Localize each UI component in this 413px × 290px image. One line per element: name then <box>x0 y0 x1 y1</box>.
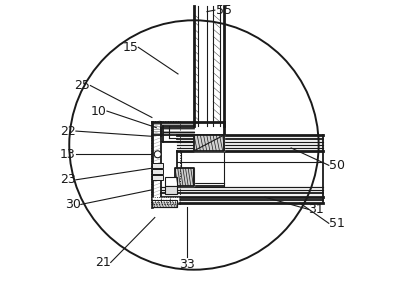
Text: 10: 10 <box>91 105 107 117</box>
Polygon shape <box>193 135 224 151</box>
Bar <box>151 121 179 204</box>
Text: 22: 22 <box>60 125 76 137</box>
Text: 21: 21 <box>95 256 110 269</box>
Bar <box>170 197 179 202</box>
Text: 25: 25 <box>74 79 90 92</box>
Bar <box>152 197 160 202</box>
Text: 51: 51 <box>328 217 344 230</box>
Polygon shape <box>175 168 193 186</box>
Polygon shape <box>152 200 176 207</box>
Text: 13: 13 <box>60 148 76 161</box>
Circle shape <box>154 151 161 158</box>
Bar <box>152 163 163 168</box>
Text: 33: 33 <box>178 258 194 271</box>
Text: 31: 31 <box>308 203 323 216</box>
Bar <box>164 177 176 186</box>
Bar <box>164 186 176 194</box>
Bar <box>152 175 163 180</box>
Bar <box>161 197 169 202</box>
Text: 15: 15 <box>122 41 138 54</box>
Text: 30: 30 <box>65 198 81 211</box>
Text: 23: 23 <box>60 173 76 186</box>
Bar <box>152 169 163 174</box>
Text: 55: 55 <box>215 4 231 17</box>
Text: 50: 50 <box>328 159 344 172</box>
